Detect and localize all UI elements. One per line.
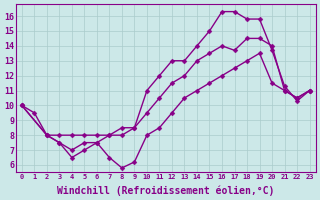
X-axis label: Windchill (Refroidissement éolien,°C): Windchill (Refroidissement éolien,°C) — [57, 185, 274, 196]
